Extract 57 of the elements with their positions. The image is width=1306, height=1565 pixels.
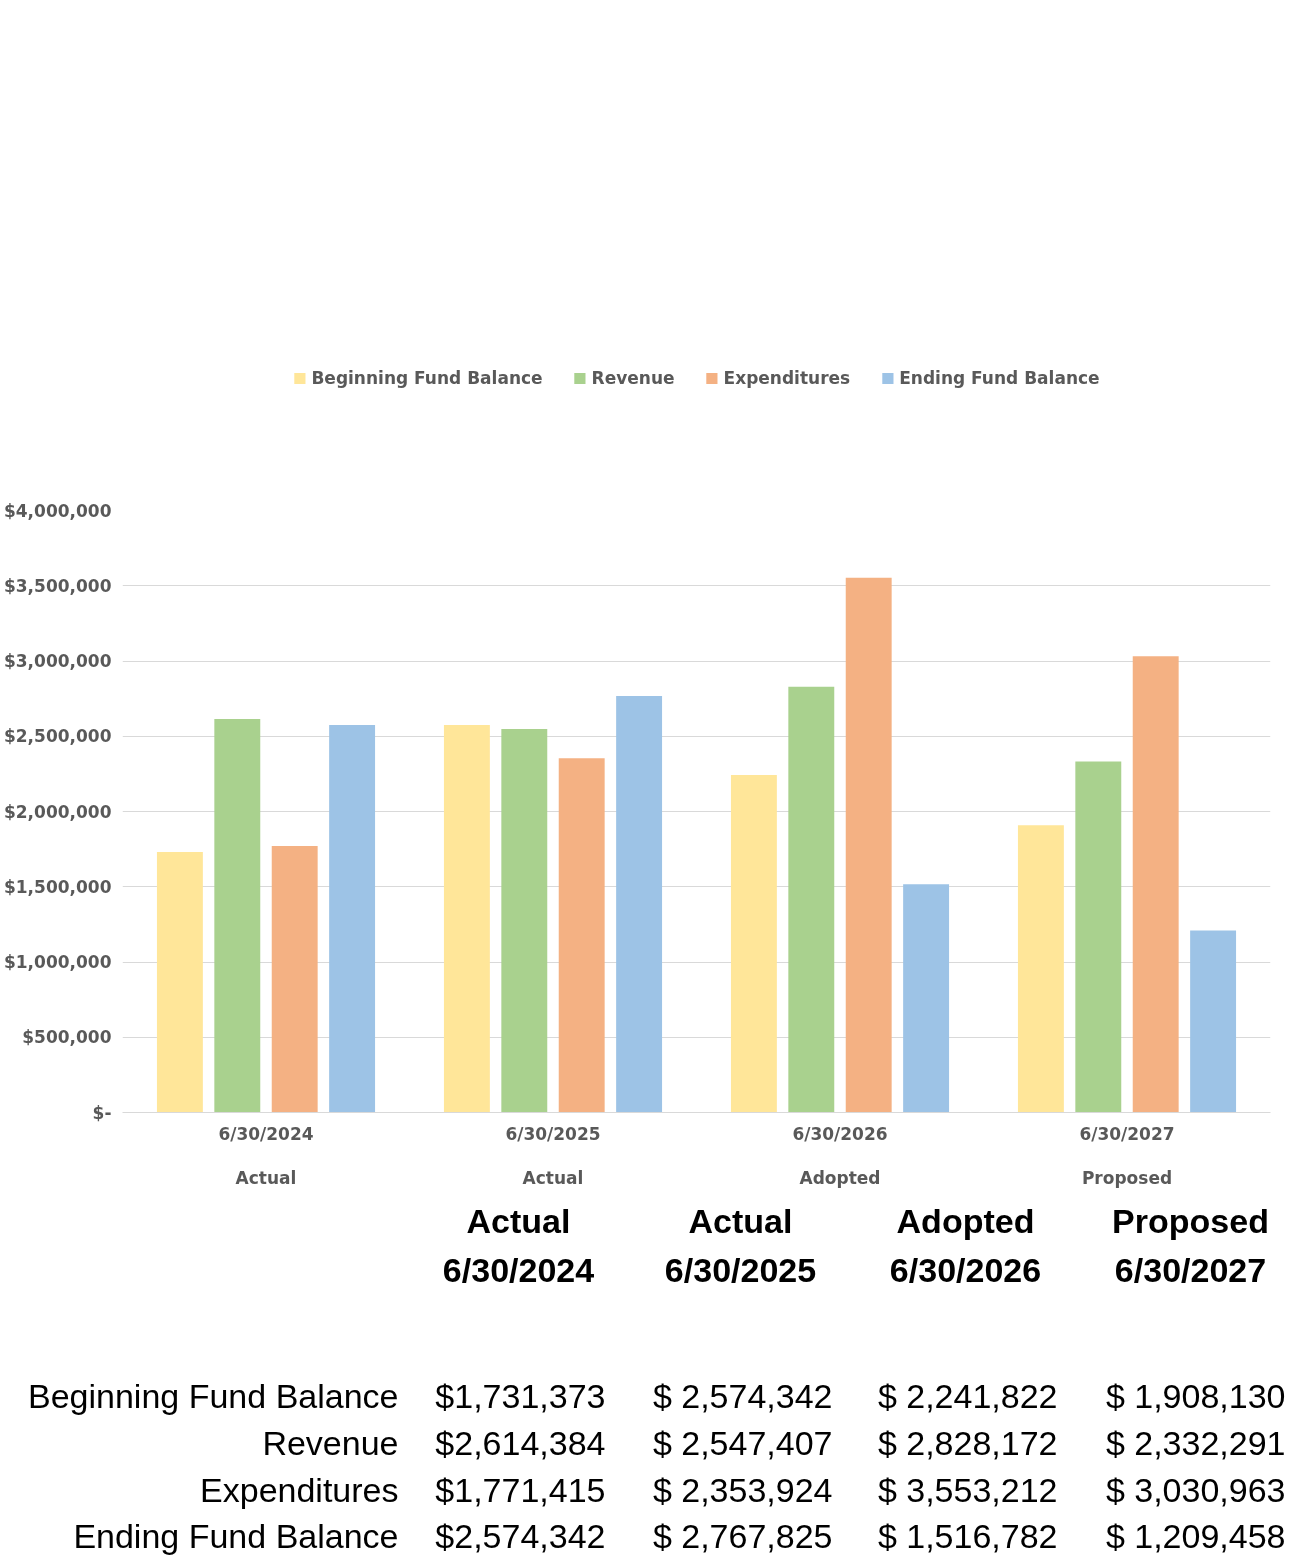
legend-label: Revenue — [591, 367, 675, 388]
bar — [501, 729, 548, 1113]
bar — [214, 719, 261, 1113]
category-label: 6/30/2027 Proposed — [1079, 1123, 1175, 1188]
text: $2,614,384 — [435, 1423, 606, 1462]
y-tick-label: $- — [92, 1102, 112, 1123]
bar — [1190, 930, 1237, 1113]
legend-label: Beginning Fund Balance — [311, 367, 543, 388]
category-label: 6/30/2024 Actual — [218, 1123, 314, 1188]
text: $ 1,209,458 — [1105, 1516, 1286, 1555]
text: $ 2,767,825 — [652, 1516, 833, 1555]
text: Revenue — [262, 1423, 399, 1462]
text: Beginning Fund Balance — [28, 1376, 399, 1415]
text: Adopted 6/30/2026 — [889, 1201, 1042, 1290]
text: $ 3,553,212 — [877, 1470, 1058, 1509]
y-tick-label: $1,500,000 — [3, 876, 112, 897]
bar — [1075, 761, 1122, 1113]
text: Proposed 6/30/2027 — [1112, 1201, 1269, 1290]
bar — [903, 884, 950, 1113]
bar — [271, 845, 318, 1113]
legend-label: Expenditures — [723, 367, 851, 388]
y-tick-label: $4,000,000 — [3, 500, 112, 521]
text: Actual 6/30/2024 — [442, 1201, 595, 1290]
category-label: 6/30/2026 Adopted — [792, 1123, 888, 1188]
bar — [443, 725, 490, 1113]
y-tick-label: $3,500,000 — [3, 575, 112, 596]
bar — [329, 725, 376, 1113]
y-tick-label: $500,000 — [22, 1027, 112, 1048]
bar — [558, 758, 605, 1113]
text: $ 2,828,172 — [877, 1423, 1058, 1462]
legend-label: Ending Fund Balance — [899, 367, 1100, 388]
text: $2,574,342 — [435, 1516, 606, 1555]
bar — [1017, 825, 1064, 1113]
text: $1,771,415 — [435, 1470, 606, 1509]
y-tick-label: $2,500,000 — [3, 726, 112, 747]
text: $ 1,908,130 — [1105, 1376, 1286, 1415]
text: Expenditures — [200, 1470, 399, 1509]
text: $ 2,241,822 — [877, 1376, 1058, 1415]
bar — [1132, 656, 1179, 1113]
text: $ 2,332,291 — [1105, 1423, 1286, 1462]
text: $1,731,373 — [435, 1376, 606, 1415]
y-tick-label: $2,000,000 — [3, 801, 112, 822]
bar — [845, 577, 892, 1113]
y-tick-label: $1,000,000 — [3, 952, 112, 972]
bar — [730, 775, 777, 1113]
bar — [616, 695, 663, 1113]
text: $ 2,353,924 — [652, 1470, 833, 1509]
bar — [156, 851, 203, 1113]
text: $ 2,547,407 — [652, 1423, 833, 1462]
bar — [788, 686, 835, 1113]
text: $ 2,574,342 — [652, 1376, 833, 1415]
text: Actual 6/30/2025 — [664, 1201, 817, 1290]
text: Ending Fund Balance — [73, 1516, 399, 1555]
text: $ 1,516,782 — [877, 1516, 1058, 1555]
y-tick-label: $3,000,000 — [3, 651, 112, 671]
category-label: 6/30/2025 Actual — [505, 1123, 601, 1188]
text: $ 3,030,963 — [1105, 1470, 1286, 1509]
